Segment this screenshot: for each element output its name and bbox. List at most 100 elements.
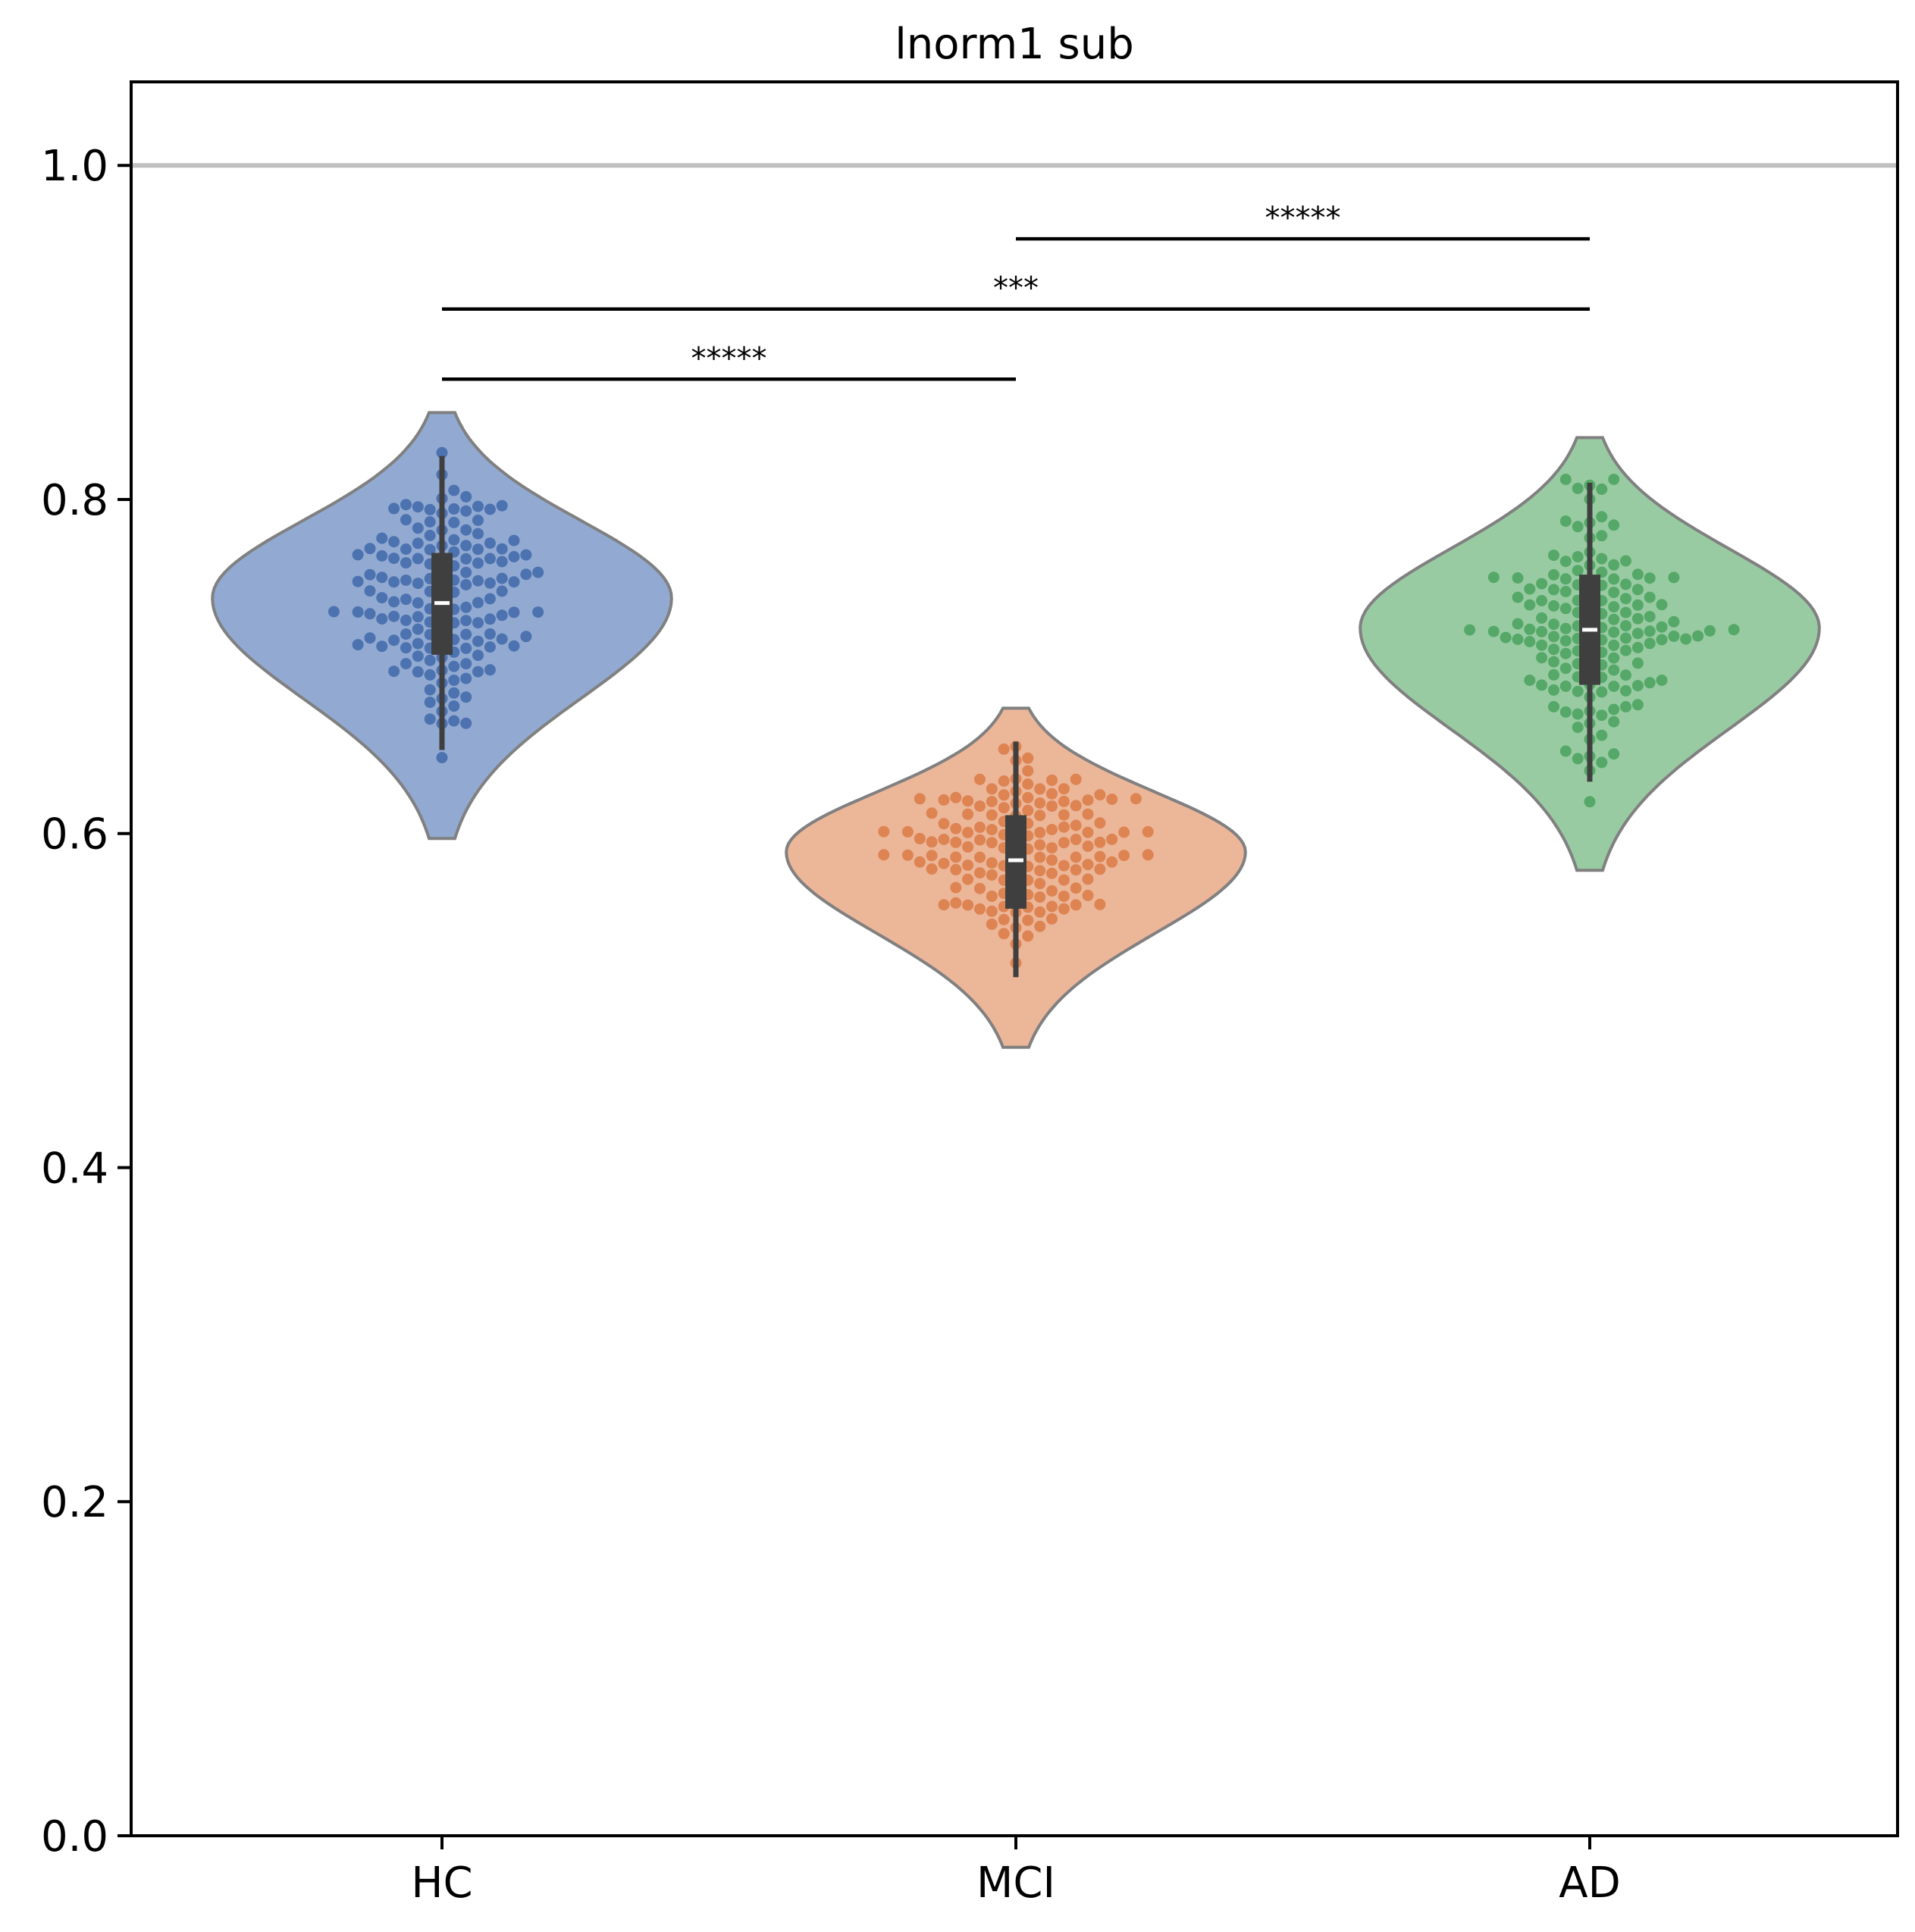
data-point-mci [914, 793, 926, 805]
data-point-mci [938, 794, 950, 806]
data-point-hc [436, 446, 448, 459]
data-point-ad [1559, 647, 1572, 659]
data-point-hc [376, 532, 388, 544]
data-point-hc [352, 639, 364, 651]
data-point-mci [1070, 882, 1082, 894]
data-point-ad [1631, 612, 1644, 625]
data-point-ad [1548, 550, 1559, 562]
data-point-hc [496, 585, 508, 597]
data-point-ad [1572, 708, 1584, 720]
data-point-hc [424, 530, 436, 541]
data-point-hc [412, 637, 424, 650]
data-point-hc [520, 568, 532, 581]
data-point-mci [938, 818, 950, 830]
data-point-mci [938, 857, 950, 869]
data-point-mci [901, 849, 914, 861]
data-point-mci [950, 822, 962, 834]
data-point-hc [484, 628, 496, 640]
data-point-hc [412, 501, 424, 513]
data-point-hc [496, 633, 508, 645]
data-point-ad [1644, 637, 1656, 650]
data-point-ad [1631, 599, 1644, 611]
data-point-hc [472, 500, 484, 512]
data-point-mci [974, 822, 986, 833]
data-point-mci [1034, 809, 1046, 822]
data-point-hc [400, 543, 412, 555]
x-axis: HC MCI AD [411, 1836, 1621, 1908]
data-point-hc [496, 609, 508, 622]
y-tick-label: 0.6 [41, 810, 108, 860]
data-point-ad [1680, 633, 1692, 645]
data-point-mci [1058, 860, 1070, 872]
data-point-ad [1608, 652, 1620, 664]
data-point-hc [460, 628, 472, 640]
data-point-ad [1548, 584, 1559, 596]
data-point-mci [1058, 874, 1070, 886]
data-point-hc [460, 490, 472, 503]
data-point-mci [1094, 863, 1106, 875]
data-point-ad [1703, 625, 1716, 637]
data-point-ad [1596, 553, 1608, 565]
data-point-ad [1620, 593, 1631, 605]
data-point-ad [1559, 586, 1572, 597]
data-point-hc [352, 575, 364, 587]
data-point-mci [1034, 920, 1046, 932]
data-point-hc [412, 597, 424, 609]
data-point-ad [1608, 474, 1620, 485]
data-point-mci [901, 825, 914, 838]
data-point-hc [448, 700, 460, 712]
data-point-hc [460, 717, 472, 729]
data-point-ad [1620, 620, 1631, 632]
data-point-ad [1656, 675, 1668, 686]
data-point-hc [496, 572, 508, 584]
data-point-mci [962, 841, 974, 853]
data-point-hc [472, 528, 484, 540]
data-point-mci [986, 796, 998, 807]
data-point-ad [1620, 578, 1631, 590]
data-point-ad [1608, 639, 1620, 651]
x-tick-label: MCI [976, 1858, 1055, 1908]
data-point-hc [448, 534, 460, 546]
data-point-ad [1487, 571, 1500, 584]
data-point-ad [1548, 618, 1559, 631]
data-point-hc [520, 549, 532, 561]
data-point-hc [460, 672, 472, 684]
significance-annotations: ************* [442, 201, 1590, 381]
data-point-hc [400, 499, 412, 511]
data-point-ad [1608, 613, 1620, 625]
data-point-mci [878, 825, 890, 838]
data-point-ad [1608, 601, 1620, 613]
data-point-ad [1559, 573, 1572, 585]
data-point-hc [328, 606, 340, 618]
data-point-hc [400, 658, 412, 670]
data-point-hc [376, 550, 388, 562]
data-point-ad [1608, 703, 1620, 715]
data-point-mci [962, 808, 974, 820]
data-point-mci [926, 850, 938, 862]
data-point-mci [974, 903, 986, 915]
data-point-mci [1034, 797, 1046, 809]
data-point-ad [1596, 729, 1608, 741]
data-point-hc [424, 516, 436, 528]
data-point-hc [448, 660, 460, 672]
data-point-ad [1644, 591, 1656, 603]
data-point-ad [1559, 662, 1572, 675]
data-point-mci [1034, 865, 1046, 877]
data-point-mci [1058, 837, 1070, 849]
data-point-mci [986, 809, 998, 821]
data-point-mci [926, 836, 938, 848]
data-point-ad [1644, 572, 1656, 584]
data-point-hc [472, 575, 484, 587]
data-point-hc [484, 503, 496, 515]
data-point-hc [352, 606, 364, 618]
data-point-ad [1596, 709, 1608, 722]
data-point-ad [1620, 669, 1631, 681]
data-point-ad [1692, 630, 1704, 642]
data-point-ad [1548, 684, 1559, 696]
x-tick-label: HC [411, 1858, 472, 1908]
data-point-ad [1608, 748, 1620, 760]
data-point-ad [1596, 530, 1608, 542]
data-point-ad [1728, 624, 1740, 636]
plot-area [131, 163, 1898, 1049]
